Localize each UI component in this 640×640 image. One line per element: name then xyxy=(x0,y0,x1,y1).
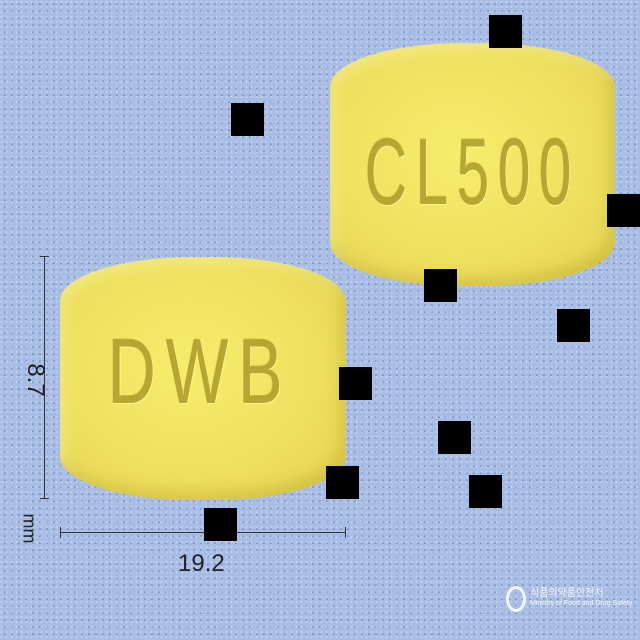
width-tick-left xyxy=(60,527,61,538)
height-dimension-line xyxy=(44,256,45,499)
height-tick-top xyxy=(40,256,49,257)
height-tick-bottom xyxy=(40,498,49,499)
pill-front-imprint: DWB xyxy=(108,321,293,423)
width-tick-right xyxy=(345,527,346,538)
redaction-square xyxy=(607,194,640,227)
watermark: 식품의약품안전처 Ministry of Food and Drug Safet… xyxy=(506,582,636,622)
height-label: 8.7 xyxy=(22,363,49,397)
redaction-square xyxy=(557,309,590,342)
watermark-title: 식품의약품안전처 xyxy=(530,588,604,599)
redaction-square xyxy=(469,475,502,508)
pill-front xyxy=(60,257,346,500)
redaction-square xyxy=(326,466,359,499)
redaction-square xyxy=(339,367,372,400)
redaction-square xyxy=(438,421,471,454)
redaction-square xyxy=(424,269,457,302)
unit-label: mm xyxy=(19,513,40,544)
ministry-logo-icon xyxy=(506,586,526,612)
pill-back-imprint: CL500 xyxy=(365,119,581,224)
redaction-square xyxy=(489,15,522,48)
width-label: 19.2 xyxy=(178,550,225,577)
redaction-square xyxy=(231,103,264,136)
pill-back xyxy=(330,43,615,286)
width-dimension-line xyxy=(60,532,346,533)
redaction-square xyxy=(204,508,237,541)
watermark-subtitle: Ministry of Food and Drug Safety xyxy=(530,600,633,607)
